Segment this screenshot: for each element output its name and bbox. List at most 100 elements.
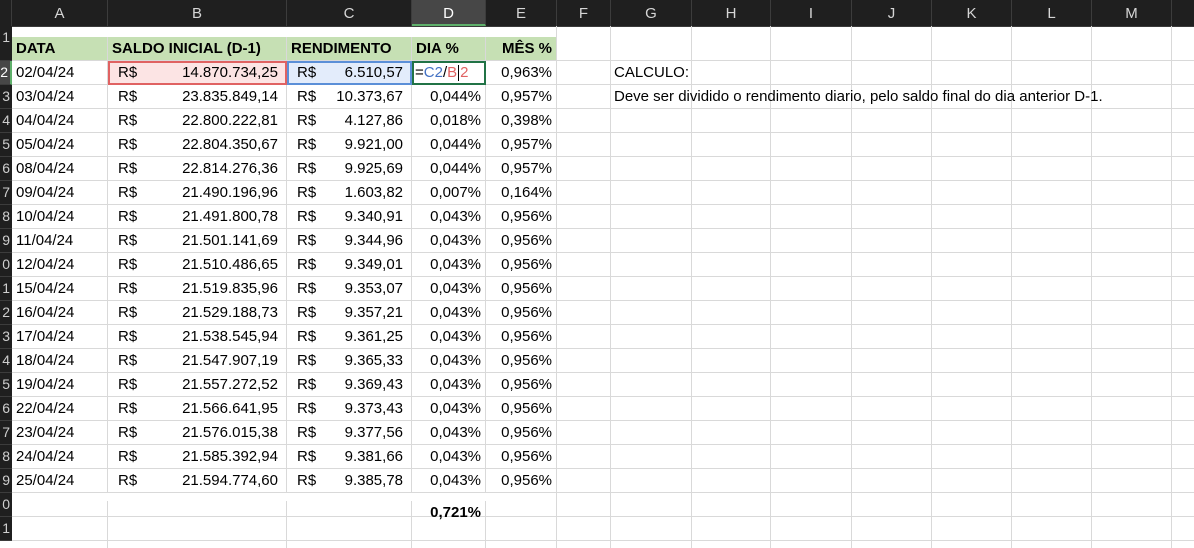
cell-mes[interactable]: 0,963% <box>486 61 557 85</box>
header-saldo-inicial[interactable]: SALDO INICIAL (D-1) <box>108 37 287 61</box>
cell-dia[interactable]: 0,044% <box>412 157 486 181</box>
cell-rendimento[interactable]: R$ 9.353,07 <box>287 277 412 301</box>
cell-saldo[interactable]: R$ 22.804.350,67 <box>108 133 287 157</box>
column-header-h[interactable]: H <box>692 0 771 26</box>
cell-data[interactable]: 12/04/24 <box>12 253 108 277</box>
cell-dia[interactable]: 0,043% <box>412 469 486 493</box>
cell-mes[interactable]: 0,956% <box>486 301 557 325</box>
row-header-9[interactable]: 9 <box>0 229 12 253</box>
cell-rendimento[interactable]: R$ 9.377,56 <box>287 421 412 445</box>
cell-data[interactable]: 08/04/24 <box>12 157 108 181</box>
column-header-e[interactable]: E <box>486 0 557 26</box>
cell-rendimento[interactable]: R$ 9.361,25 <box>287 325 412 349</box>
cell-mes[interactable]: 0,956% <box>486 421 557 445</box>
note-calculo[interactable]: CALCULO: <box>614 64 690 81</box>
cell-mes[interactable]: 0,956% <box>486 445 557 469</box>
cell-mes[interactable]: 0,956% <box>486 277 557 301</box>
cell-mes[interactable]: 0,956% <box>486 469 557 493</box>
cell-mes[interactable]: 0,956% <box>486 325 557 349</box>
cell-data[interactable]: 18/04/24 <box>12 349 108 373</box>
cell-rendimento[interactable]: R$ 9.365,33 <box>287 349 412 373</box>
cell-saldo[interactable]: R$ 21.519.835,96 <box>108 277 287 301</box>
column-header-d[interactable]: D <box>412 0 486 26</box>
cell-rendimento[interactable]: R$ 6.510,57 <box>287 61 412 85</box>
cell-mes[interactable]: 0,164% <box>486 181 557 205</box>
row-header-21[interactable]: 1 <box>0 517 12 541</box>
cell-data[interactable]: 03/04/24 <box>12 85 108 109</box>
cell-data[interactable]: 05/04/24 <box>12 133 108 157</box>
column-header-i[interactable]: I <box>771 0 852 26</box>
cell-dia[interactable]: 0,043% <box>412 325 486 349</box>
cell-dia[interactable]: 0,043% <box>412 445 486 469</box>
cell-rendimento[interactable]: R$ 9.357,21 <box>287 301 412 325</box>
row-header-13[interactable]: 3 <box>0 325 12 349</box>
cell-saldo[interactable]: R$ 21.529.188,73 <box>108 301 287 325</box>
cell-rendimento[interactable]: R$ 9.344,96 <box>287 229 412 253</box>
cell-mes[interactable]: 0,957% <box>486 157 557 181</box>
cell-rendimento[interactable]: R$ 1.603,82 <box>287 181 412 205</box>
row-header-18[interactable]: 8 <box>0 445 12 469</box>
cell-mes[interactable]: 0,956% <box>486 229 557 253</box>
cell-saldo[interactable]: R$ 21.576.015,38 <box>108 421 287 445</box>
note-explanation[interactable]: Deve ser dividido o rendimento diario, p… <box>614 88 1103 105</box>
header-data[interactable]: DATA <box>12 37 108 61</box>
cell-mes[interactable]: 0,398% <box>486 109 557 133</box>
cell-dia[interactable]: 0,043% <box>412 349 486 373</box>
row-header-17[interactable]: 7 <box>0 421 12 445</box>
row-header-1[interactable]: 1 <box>0 26 12 61</box>
cell-mes[interactable]: 0,956% <box>486 373 557 397</box>
cell-dia[interactable]: 0,043% <box>412 397 486 421</box>
cell-saldo[interactable]: R$ 23.835.849,14 <box>108 85 287 109</box>
column-header-j[interactable]: J <box>852 0 932 26</box>
cell-rendimento[interactable]: R$ 9.349,01 <box>287 253 412 277</box>
cell-data[interactable]: 22/04/24 <box>12 397 108 421</box>
row-header-5[interactable]: 5 <box>0 133 12 157</box>
cell-dia[interactable]: 0,043% <box>412 229 486 253</box>
cell-rendimento[interactable]: R$ 9.373,43 <box>287 397 412 421</box>
column-header-f[interactable]: F <box>557 0 611 26</box>
cell-data[interactable]: 17/04/24 <box>12 325 108 349</box>
cell-data[interactable]: 11/04/24 <box>12 229 108 253</box>
row-header-8[interactable]: 8 <box>0 205 12 229</box>
header-dia-pct[interactable]: DIA % <box>412 37 486 61</box>
row-header-12[interactable]: 2 <box>0 301 12 325</box>
row-header-16[interactable]: 6 <box>0 397 12 421</box>
cell-data[interactable]: 16/04/24 <box>12 301 108 325</box>
column-header-a[interactable]: A <box>12 0 108 26</box>
select-all-corner[interactable] <box>0 0 12 26</box>
cell-mes[interactable]: 0,957% <box>486 133 557 157</box>
column-header-m[interactable]: M <box>1092 0 1172 26</box>
cell-dia[interactable]: 0,043% <box>412 301 486 325</box>
cell-dia-formula[interactable]: =C2/B 2 <box>412 61 486 85</box>
row-header-7[interactable]: 7 <box>0 181 12 205</box>
cell-rendimento[interactable]: R$ 4.127,86 <box>287 109 412 133</box>
row-header-14[interactable]: 4 <box>0 349 12 373</box>
cell-dia[interactable]: 0,044% <box>412 133 486 157</box>
cell-dia[interactable]: 0,044% <box>412 85 486 109</box>
cell-empty[interactable] <box>287 501 412 548</box>
header-rendimento[interactable]: RENDIMENTO <box>287 37 412 61</box>
row-header-2[interactable]: 2 <box>0 61 12 85</box>
row-header-6[interactable]: 6 <box>0 157 12 181</box>
cell-mes[interactable]: 0,956% <box>486 253 557 277</box>
cell-data[interactable]: 24/04/24 <box>12 445 108 469</box>
row-header-20[interactable]: 0 <box>0 493 12 517</box>
cell-saldo[interactable]: R$ 21.491.800,78 <box>108 205 287 229</box>
cell-saldo[interactable]: R$ 21.594.774,60 <box>108 469 287 493</box>
cell-data[interactable]: 02/04/24 <box>12 61 108 85</box>
cell-mes[interactable]: 0,956% <box>486 205 557 229</box>
column-header-b[interactable]: B <box>108 0 287 26</box>
column-header-c[interactable]: C <box>287 0 412 26</box>
cell-saldo[interactable]: R$ 22.814.276,36 <box>108 157 287 181</box>
cell-rendimento[interactable]: R$ 9.369,43 <box>287 373 412 397</box>
cell-dia[interactable]: 0,007% <box>412 181 486 205</box>
cell-dia[interactable]: 0,018% <box>412 109 486 133</box>
cell-data[interactable]: 25/04/24 <box>12 469 108 493</box>
cell-saldo[interactable]: R$ 21.510.486,65 <box>108 253 287 277</box>
cell-dia[interactable]: 0,043% <box>412 205 486 229</box>
cell-dia[interactable]: 0,043% <box>412 373 486 397</box>
cell-saldo[interactable]: R$ 22.800.222,81 <box>108 109 287 133</box>
column-header-g[interactable]: G <box>611 0 692 26</box>
cell-data[interactable]: 23/04/24 <box>12 421 108 445</box>
cell-rendimento[interactable]: R$ 9.381,66 <box>287 445 412 469</box>
